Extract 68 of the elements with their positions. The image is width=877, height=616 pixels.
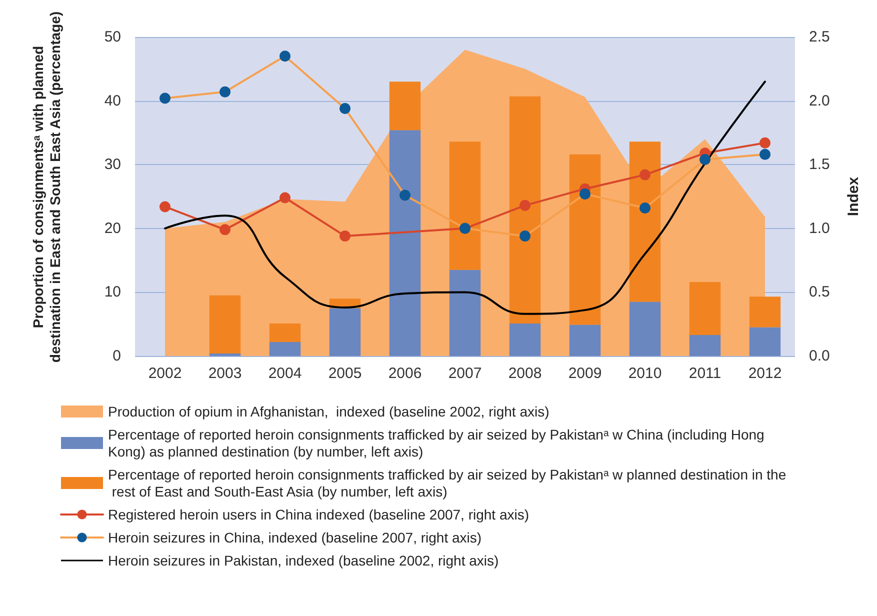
point [520,200,530,211]
x-tick-label: 2008 [508,365,542,382]
bar [269,323,301,342]
point [220,224,230,236]
x-tick-label: 2007 [448,365,482,382]
y-tick-label: 0 [112,348,121,364]
line-series [164,80,766,315]
point [760,137,770,148]
legend-label: Heroin seizures in Pakistan, indexed (baseline 2002, right axis) [108,552,499,568]
point [280,50,290,62]
point [160,201,170,212]
point [760,148,770,160]
y2-tick-label: 1.5 [809,156,830,174]
bar [509,96,541,324]
bar [689,334,721,356]
bar [449,142,481,270]
x-tick-label: 2006 [388,365,422,382]
point [280,192,290,204]
point [520,230,530,242]
bar [449,270,481,356]
x-tick-label: 2011 [688,365,722,382]
x-tick-label: 2004 [268,365,302,382]
y-tick-label: 10 [104,284,121,301]
point [340,102,350,114]
point [220,86,230,98]
bar [689,282,721,335]
bar [629,142,661,302]
legend-label: Percentage of reported heroin consignments trafficked by air seized by Pakistanᵃ w China (including Hong Kong) as planned destination (by number, left axis) [108,426,768,460]
bar [389,130,421,356]
bar [209,295,241,354]
bar [749,327,781,356]
x-tick-label: 2005 [328,365,362,382]
bar [389,82,421,130]
legend-label: Heroin seizures in China, indexed (baseline 2007, right axis) [108,530,482,546]
y-tick-label: 30 [104,156,121,174]
point [640,202,650,214]
point [640,169,650,180]
point [700,154,710,165]
x-tick-label: 2003 [208,365,242,382]
y2-tick-label: 2.5 [809,28,830,46]
bar [509,323,541,356]
y2-tick-label: 2.0 [809,92,830,110]
x-tick-label: 2012 [748,365,782,382]
bar [269,342,301,356]
bar [569,154,601,325]
bar [629,302,661,356]
y2-tick-label: 0.5 [809,284,830,301]
point [160,92,170,104]
y2-axis-title: Index [845,176,862,216]
point [340,230,350,242]
y-tick-label: 40 [104,92,121,110]
bar [329,308,361,356]
x-tick-label: 2010 [628,365,662,382]
y2-tick-label: 1.0 [809,220,830,237]
legend-label: Production of opium in Afghanistan, indexed (baseline 2002, right axis) [108,404,550,420]
x-tick-label: 2009 [568,365,602,382]
bar [749,296,781,328]
x-tick-label: 2002 [148,365,182,382]
y2-tick-label: 0.0 [809,348,830,364]
legend-label: Percentage of reported heroin consignments trafficked by air seized by Pakistanᵃ w planned destination in the rest of East and South-East Asia (by number, left axis) [108,466,786,500]
bar [209,353,241,356]
point [400,190,410,201]
y-axis-title: Proportion of consignmentsᵃ with planned destination in East and South East Asia (percentage) [30,10,64,365]
legend-label: Registered heroin users in China indexed (baseline 2007, right axis) [108,506,530,522]
y-tick-label: 20 [104,220,121,237]
bar [569,324,601,356]
point [580,188,590,200]
y-tick-label: 50 [104,28,121,46]
